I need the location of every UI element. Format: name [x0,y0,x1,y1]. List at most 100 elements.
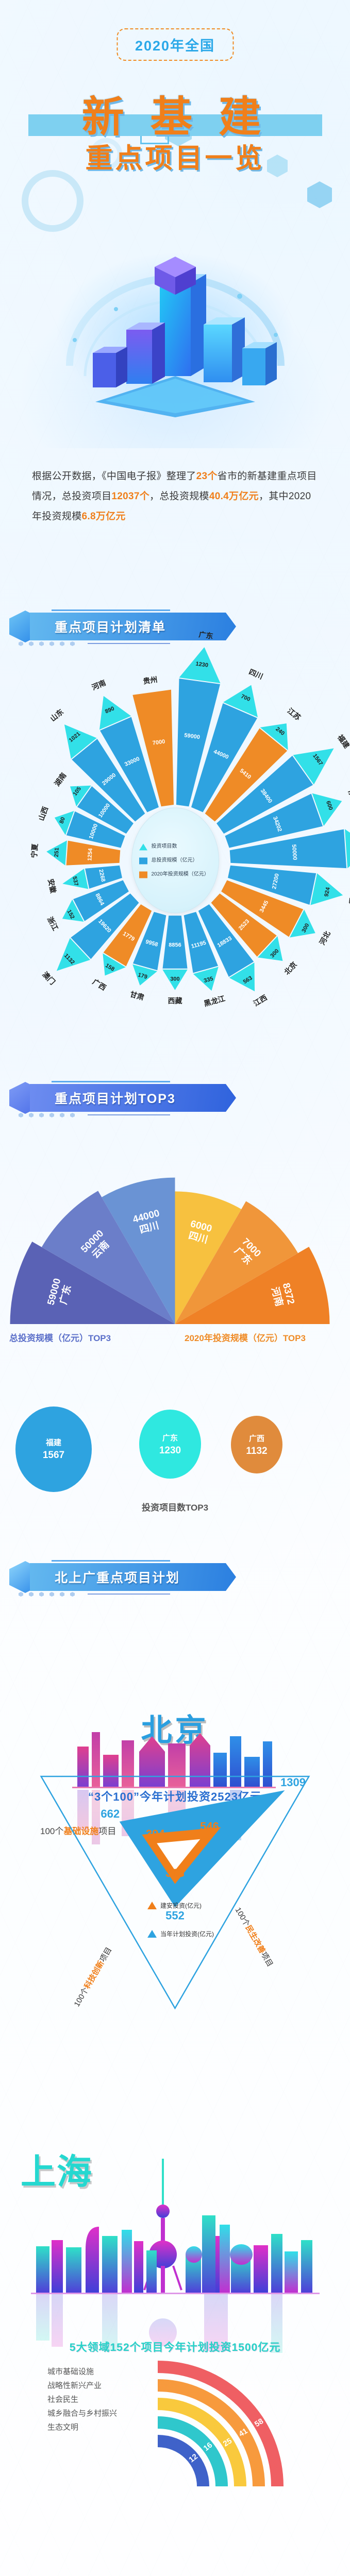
svg-text:广东: 广东 [198,630,214,640]
radial-chart-svg: 590001230广东44000700四川5410240江苏384001567福… [30,630,350,1008]
svg-text:湖南: 湖南 [53,771,68,788]
banner-plate: 北上广重点项目计划 [30,1563,236,1591]
beijing-triangle-chart: 662 394 1309 546 552 313 100个民生改善项目 100个科技创新项… [0,1775,350,2056]
title-highlight-band [28,114,322,136]
triangle-icon [147,1902,157,1909]
beijing-cap-c: 项目 [98,1826,116,1836]
svg-text:300: 300 [170,976,179,982]
svg-text:179: 179 [137,972,148,980]
svg-text:安徽: 安徽 [46,878,58,894]
svg-text:50000: 50000 [291,844,298,860]
shanghai-category-1: 战略性新兴产业 [47,2381,102,2390]
banner-rule [88,1594,170,1595]
beijing-legend-orange: 建安投资(亿元) [147,1901,202,1910]
svg-text:河北: 河北 [318,930,332,946]
intro-highlight-projects: 12037个 [111,491,150,502]
svg-text:546: 546 [200,1820,219,1833]
svg-text:山东: 山东 [48,707,65,723]
svg-text:41: 41 [237,2427,249,2438]
shanghai-title: 上海 [21,2153,93,2192]
svg-text:924: 924 [323,886,331,897]
svg-text:16: 16 [202,2441,214,2453]
bubbles-caption: 投资项目数TOP3 [141,1503,209,1513]
legend-row-total: 总投资规模（亿元） [139,857,211,864]
radial-chart-legend: 投资项目数 总投资规模（亿元） 2020年投资规模（亿元） [131,807,219,913]
section-title-2: 重点项目计划TOP3 [55,1092,176,1106]
shanghai-subtitle: 5大领域152个项目今年计划投资1500亿元 [69,2342,281,2353]
svg-text:福建: 福建 [336,733,350,750]
bubble-item: 广东 1230 [139,1410,201,1479]
square-icon [139,871,147,878]
bubble-value: 1230 [159,1445,181,1456]
legend-row-projects: 投资项目数 [139,843,211,850]
intro-paragraph: 根据公开数据，《中国电子报》整理了23个省市的新基建重点项目情况，总投资项目12… [32,466,321,527]
bubble-item: 广西 1132 [231,1416,282,1473]
section-banner-project-list: 重点项目计划清单 [0,609,350,646]
bubble-value: 1567 [42,1450,65,1461]
shanghai-category-0: 城市基础设施 [47,2367,94,2376]
svg-text:甘肃: 甘肃 [129,990,145,1002]
beijing-skyline-illustration [72,1732,276,1844]
legend-row-2020: 2020年投资规模（亿元） [139,871,211,878]
svg-text:澳门: 澳门 [41,970,57,986]
hero-header: 2020年全国 新 基 建 重点项目一览 [0,0,350,448]
svg-text:662: 662 [101,1807,120,1820]
intro-text-2: 省市的新基建重点项目情况，总投资项目 [32,471,317,502]
svg-text:宁夏: 宁夏 [30,843,39,858]
svg-text:1254: 1254 [87,848,94,861]
svg-text:北京: 北京 [282,960,298,976]
svg-text:2268: 2268 [97,869,106,882]
svg-text:贵州: 贵州 [143,675,158,686]
shanghai-category-4: 生态文明 [47,2423,79,2432]
svg-text:8856: 8856 [169,942,181,948]
section-banner-top3: 重点项目计划TOP3 [0,1081,350,1117]
svg-text:江西: 江西 [252,993,269,1008]
shanghai-skyline-illustration [31,2159,320,2353]
banner-dots [19,1113,75,1117]
legend-label-projects: 投资项目数 [151,843,177,849]
year-tag-label: 2020年全国 [135,38,215,54]
svg-text:552: 552 [165,1909,185,1922]
beijing-cap-a: 100个 [40,1826,64,1836]
intro-highlight-2020: 6.8万亿元 [81,511,126,522]
banner-rule [88,1114,170,1115]
section-banner-bsg: 北上广重点项目计划 [0,1560,350,1597]
shanghai-category-3: 城乡融合与乡村振兴 [47,2409,118,2418]
intro-highlight-provinces: 23个 [196,471,218,482]
page-title-main: 新 基 建 [81,94,269,141]
intro-text-3: ，总投资规模 [149,491,209,502]
bubble-province: 广西 [248,1434,264,1443]
svg-text:12: 12 [187,2452,199,2465]
svg-text:335: 335 [203,976,214,985]
beijing-legend-orange-label: 建安投资(亿元) [160,1902,202,1909]
shanghai-arc-chart: 58 41 25 16 12 [155,2360,325,2494]
top3-left-caption: 总投资规模（亿元）TOP3 [9,1333,111,1343]
svg-text:山西: 山西 [37,805,49,822]
svg-text:1309: 1309 [280,1776,306,1789]
svg-text:重庆: 重庆 [348,890,350,906]
hexagon-icon [267,155,288,177]
svg-text:58: 58 [253,2417,265,2429]
svg-text:313: 313 [165,1867,185,1879]
beijing-legend-blue: 当年计划投资(亿元) [147,1929,214,1938]
bubble-value: 1132 [246,1445,268,1456]
svg-text:537: 537 [71,876,79,886]
svg-text:陕西: 陕西 [347,789,350,805]
gear-icon [22,170,84,232]
banner-top-rule [52,1081,170,1082]
intro-text-4: ，其中2020年投资规模 [32,491,311,522]
svg-text:1230: 1230 [195,661,209,669]
section-title-1: 重点项目计划清单 [55,620,166,635]
triangle-icon [139,843,147,850]
beijing-cap-b: 基础设施 [63,1826,99,1836]
city-illustration [65,257,285,417]
top3-fan-chart: 59000 广东 50000 云南 44000 四川 6000 四川 7000 广东 8372 河南 … [0,1128,350,1355]
svg-text:浙江: 浙江 [46,916,60,932]
year-tag: 2020年全国 [116,28,234,61]
banner-dots [19,1592,75,1597]
svg-text:251: 251 [54,848,60,857]
svg-text:25: 25 [222,2436,234,2448]
legend-label-2020: 2020年投资规模（亿元） [151,871,209,877]
square-icon [139,857,147,864]
